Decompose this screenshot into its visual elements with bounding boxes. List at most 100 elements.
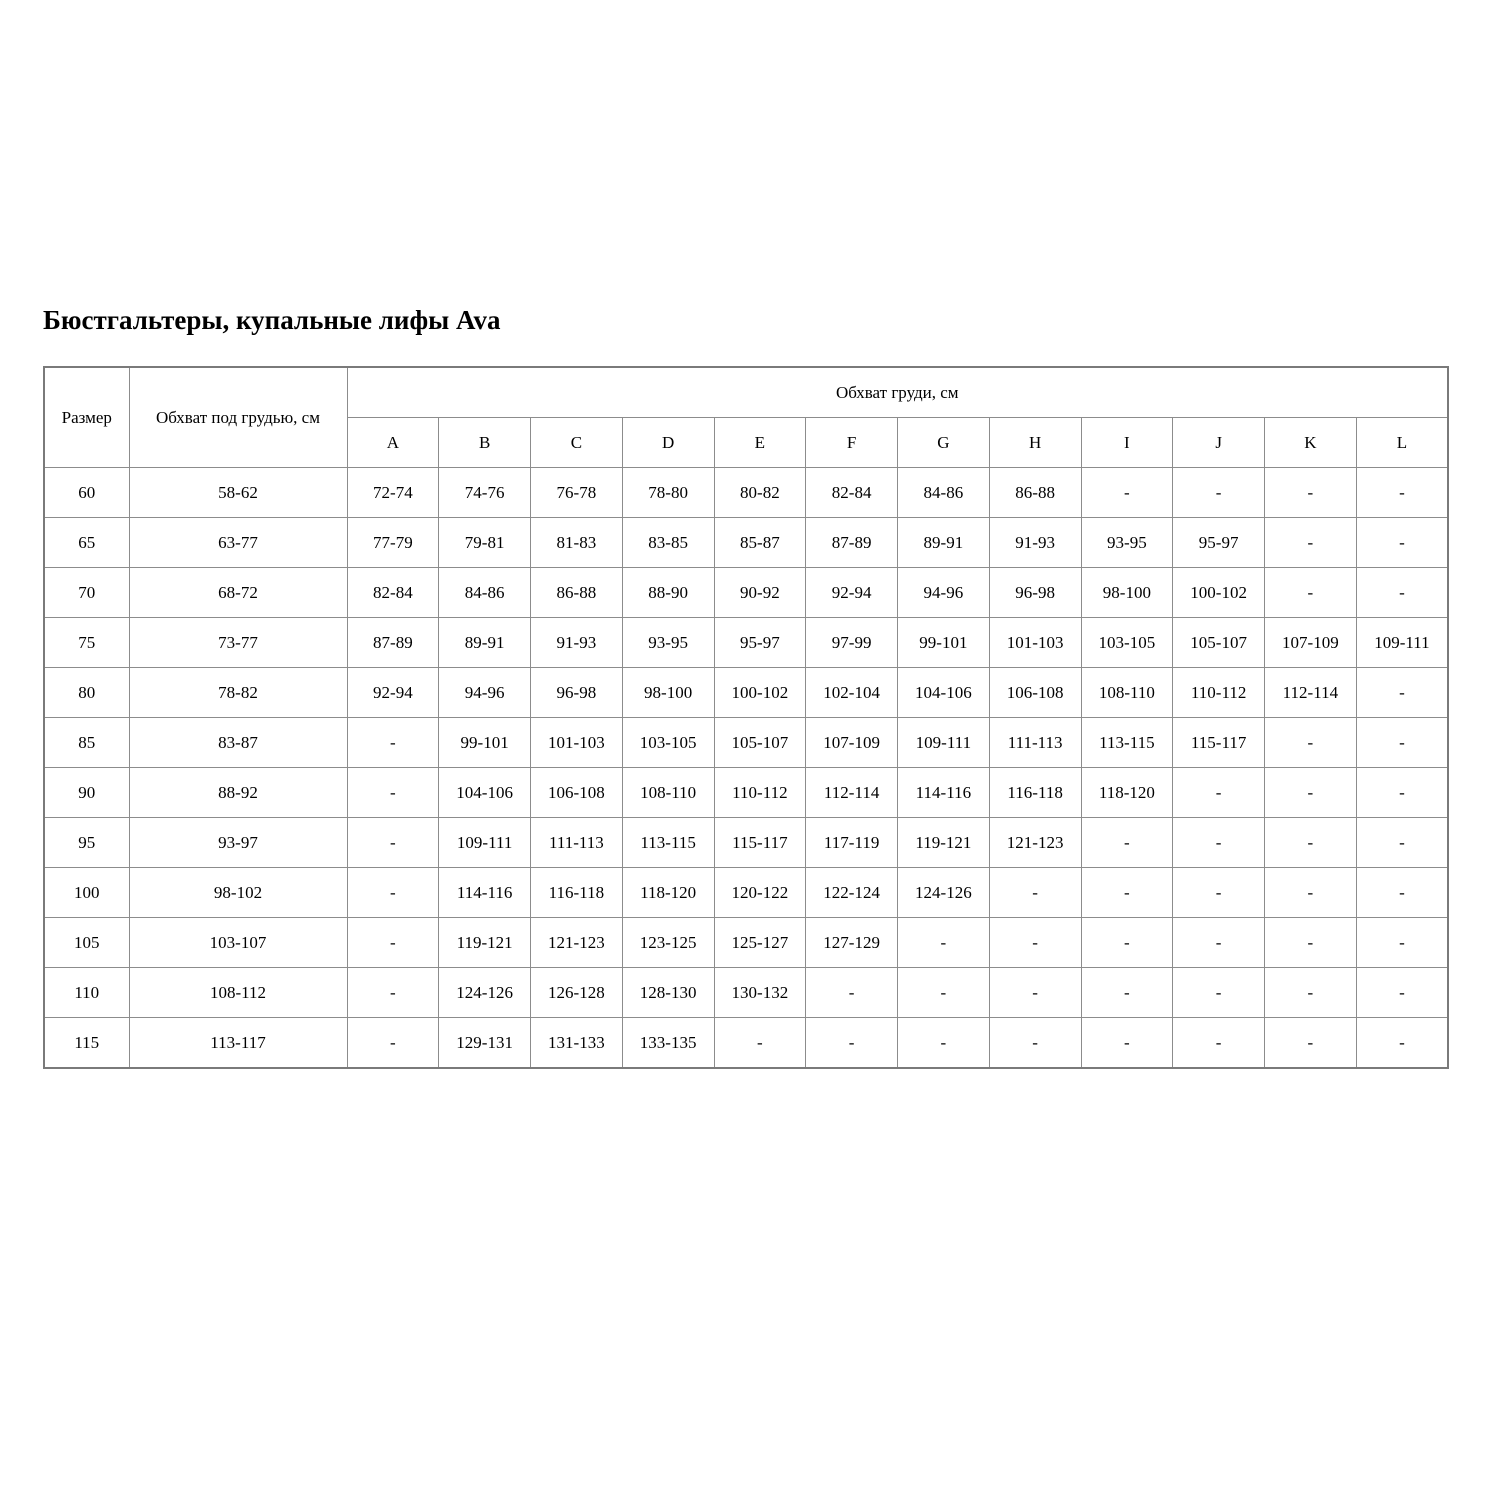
header-bust: Обхват груди, см xyxy=(346,366,1449,419)
cup-cell: 86-88 xyxy=(530,567,623,619)
cup-cell: - xyxy=(1172,767,1265,819)
cup-cell: - xyxy=(346,867,440,919)
size-cell: 90 xyxy=(43,767,130,819)
cup-cell: 113-115 xyxy=(621,817,715,869)
cup-cell: - xyxy=(346,967,440,1019)
cup-cell: 89-91 xyxy=(438,617,531,669)
cup-cell: 72-74 xyxy=(346,467,440,519)
cup-cell: 94-96 xyxy=(438,667,531,719)
cup-cell: - xyxy=(1264,717,1357,769)
cup-cell: 105-107 xyxy=(713,717,807,769)
cup-cell: 77-79 xyxy=(346,517,440,569)
header-cup-F: F xyxy=(805,417,898,469)
header-cup-L: L xyxy=(1355,417,1449,469)
cup-cell: 101-103 xyxy=(530,717,623,769)
cup-cell: 107-109 xyxy=(805,717,898,769)
header-cup-A: A xyxy=(346,417,440,469)
size-cell: 115 xyxy=(43,1017,130,1069)
cup-cell: 82-84 xyxy=(805,467,898,519)
cup-cell: - xyxy=(1172,467,1265,519)
table-row: 65 63-77 77-79 79-81 81-83 83-85 85-87 87-89 89-… xyxy=(43,517,1449,569)
cup-cell: 89-91 xyxy=(897,517,990,569)
header-cup-G: G xyxy=(897,417,990,469)
cup-cell: 109-111 xyxy=(1355,617,1449,669)
cup-cell: 116-118 xyxy=(988,767,1082,819)
cup-cell: 99-101 xyxy=(438,717,531,769)
cup-cell: 115-117 xyxy=(1172,717,1265,769)
cup-cell: 80-82 xyxy=(713,467,807,519)
size-cell: 65 xyxy=(43,517,130,569)
cup-cell: - xyxy=(1080,967,1174,1019)
underbust-cell: 98-102 xyxy=(128,867,348,919)
cup-cell: - xyxy=(1355,567,1449,619)
cup-cell: 92-94 xyxy=(805,567,898,619)
cup-cell: 108-110 xyxy=(1080,667,1174,719)
cup-cell: 115-117 xyxy=(713,817,807,869)
table-row: 75 73-77 87-89 89-91 91-93 93-95 95-97 97-99 99-… xyxy=(43,617,1449,669)
cup-cell: 112-114 xyxy=(1264,667,1357,719)
cup-cell: - xyxy=(1264,567,1357,619)
cup-cell: 114-116 xyxy=(897,767,990,819)
cup-cell: 95-97 xyxy=(1172,517,1265,569)
table-row: 105 103-107-119-121 121-123 123-125 125-127 1… xyxy=(43,917,1449,969)
cup-cell: 107-109 xyxy=(1264,617,1357,669)
cup-cell: 96-98 xyxy=(530,667,623,719)
cup-cell: - xyxy=(988,917,1082,969)
cup-cell: 99-101 xyxy=(897,617,990,669)
header-cup-I: I xyxy=(1080,417,1174,469)
header-size: Размер xyxy=(43,366,130,469)
cup-cell: - xyxy=(805,967,898,1019)
cup-cell: 86-88 xyxy=(988,467,1082,519)
cup-cell: - xyxy=(1355,867,1449,919)
cup-cell: 97-99 xyxy=(805,617,898,669)
cup-cell: 121-123 xyxy=(530,917,623,969)
cup-cell: 95-97 xyxy=(713,617,807,669)
cup-cell: 124-126 xyxy=(438,967,531,1019)
size-cell: 80 xyxy=(43,667,130,719)
cup-cell: - xyxy=(1080,1017,1174,1069)
table-row: 100 98-102-114-116 116-118 118-120 120-122 12… xyxy=(43,867,1449,919)
cup-cell: - xyxy=(1172,967,1265,1019)
cup-cell: 122-124 xyxy=(805,867,898,919)
cup-cell: - xyxy=(1355,967,1449,1019)
header-cup-K: K xyxy=(1264,417,1357,469)
underbust-cell: 63-77 xyxy=(128,517,348,569)
cup-cell: - xyxy=(897,917,990,969)
cup-cell: 96-98 xyxy=(988,567,1082,619)
cup-cell: 76-78 xyxy=(530,467,623,519)
size-cell: 105 xyxy=(43,917,130,969)
cup-cell: 130-132 xyxy=(713,967,807,1019)
cup-cell: 98-100 xyxy=(1080,567,1174,619)
cup-cell: 102-104 xyxy=(805,667,898,719)
cup-cell: 83-85 xyxy=(621,517,715,569)
underbust-cell: 73-77 xyxy=(128,617,348,669)
cup-cell: 93-95 xyxy=(1080,517,1174,569)
cup-cell: - xyxy=(1080,467,1174,519)
cup-cell: 92-94 xyxy=(346,667,440,719)
header-row-top: Размер Обхват под грудью, см Обхват груд… xyxy=(43,366,1449,469)
cup-cell: - xyxy=(1355,467,1449,519)
header-cup-J: J xyxy=(1172,417,1265,469)
size-table: Размер Обхват под грудью, см Обхват груд… xyxy=(43,366,1450,1070)
cup-cell: 124-126 xyxy=(897,867,990,919)
cup-cell: - xyxy=(988,967,1082,1019)
cup-cell: 119-121 xyxy=(438,917,531,969)
header-cup-B: B xyxy=(438,417,531,469)
table-row: 95 93-97-109-111 111-113 113-115 115-117 117-… xyxy=(43,817,1449,869)
table-row: 80 78-82 92-94 94-96 96-98 98-100 100-102 102-1… xyxy=(43,667,1449,719)
cup-cell: 109-111 xyxy=(438,817,531,869)
cup-cell: - xyxy=(1264,967,1357,1019)
cup-cell: - xyxy=(1264,467,1357,519)
cup-cell: 121-123 xyxy=(988,817,1082,869)
header-cup-E: E xyxy=(713,417,807,469)
cup-cell: 126-128 xyxy=(530,967,623,1019)
cup-cell: 109-111 xyxy=(897,717,990,769)
cup-cell: - xyxy=(1172,917,1265,969)
cup-cell: 87-89 xyxy=(805,517,898,569)
cup-cell: 105-107 xyxy=(1172,617,1265,669)
cup-cell: - xyxy=(1355,817,1449,869)
cup-cell: 123-125 xyxy=(621,917,715,969)
table-header: Размер Обхват под грудью, см Обхват груд… xyxy=(43,366,1449,469)
cup-cell: - xyxy=(1080,917,1174,969)
